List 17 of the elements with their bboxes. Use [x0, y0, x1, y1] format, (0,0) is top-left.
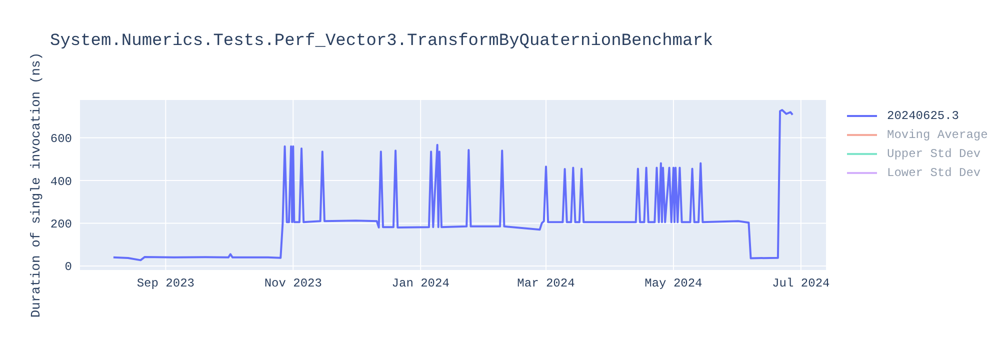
x-tick-label: Jul 2024	[772, 276, 830, 291]
x-tick-label: Mar 2024	[517, 276, 575, 291]
line-series	[112, 109, 794, 262]
legend-label: 20240625.3	[887, 108, 960, 122]
x-tick-label: Jan 2024	[392, 276, 450, 291]
y-tick-label: 400	[50, 174, 72, 189]
y-tick-label: 200	[50, 217, 72, 232]
legend-label: Moving Average	[887, 128, 988, 142]
y-tick-label: 600	[50, 132, 72, 146]
x-tick-label: Nov 2023	[264, 276, 322, 291]
legend-label: Lower Std Dev	[887, 166, 981, 180]
x-tick-label: Sep 2023	[136, 276, 194, 291]
chart-title: System.Numerics.Tests.Perf_Vector3.TransformByQuaternionBenchmark	[50, 32, 714, 51]
y-tick-label: 0	[64, 260, 72, 274]
x-tick-label: May 2024	[644, 276, 702, 291]
y-axis-title: Duration of single invocation (ns)	[28, 52, 44, 318]
legend-label: Upper Std Dev	[887, 146, 981, 160]
